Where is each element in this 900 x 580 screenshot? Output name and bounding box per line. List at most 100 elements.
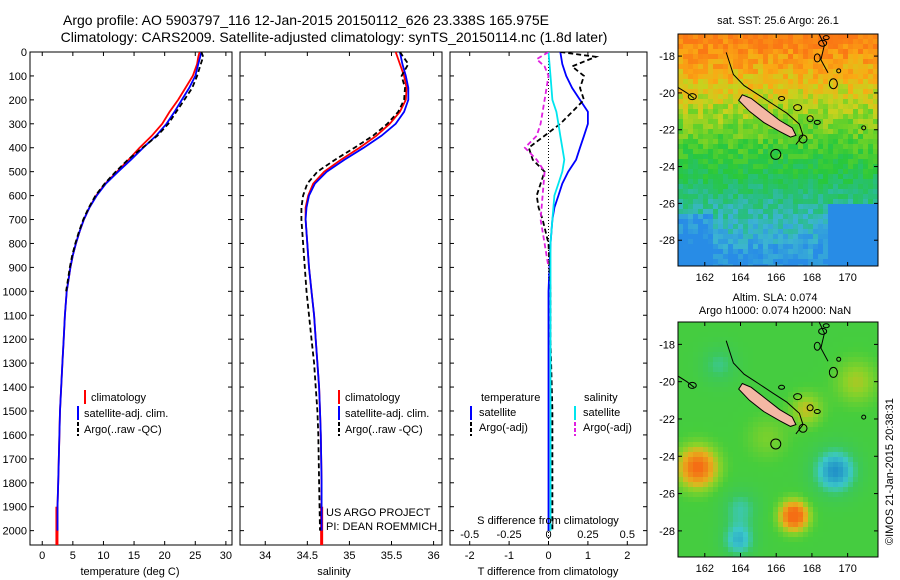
map-cell [828, 214, 834, 220]
map-cell [683, 497, 689, 503]
map-cell [873, 477, 878, 483]
map-cell [848, 119, 854, 125]
map-cell [823, 372, 829, 378]
map-cell [733, 327, 739, 333]
map-cell [728, 219, 734, 225]
map-cell [723, 179, 729, 185]
map-cell [793, 367, 799, 373]
map-cell [763, 367, 769, 373]
map-cell [798, 462, 804, 468]
map-cell [713, 169, 719, 175]
map-cell [798, 209, 804, 215]
map-cell [818, 64, 824, 70]
map-cell [733, 124, 739, 130]
map-cell [738, 367, 744, 373]
map-cell [703, 184, 709, 190]
map-cell [848, 347, 854, 353]
map-cell [858, 422, 864, 428]
map-cell [828, 89, 834, 95]
map-cell [698, 169, 704, 175]
map-cell [698, 527, 704, 533]
map-cell [823, 239, 829, 245]
map-cell [803, 264, 809, 266]
map-cell [738, 542, 744, 548]
map-cell [768, 259, 774, 265]
map-cell [738, 219, 744, 225]
map-cell [783, 482, 789, 488]
map-cell [708, 144, 714, 150]
map-cell [808, 322, 814, 328]
map-cell [758, 412, 764, 418]
legend-label-climatology: climatology [91, 392, 147, 404]
map-cell [683, 244, 689, 250]
map-cell [678, 119, 684, 125]
map-cell [698, 244, 704, 250]
map-cell [778, 532, 784, 538]
map-cell [748, 462, 754, 468]
map-cell [848, 179, 854, 185]
map-cell [713, 327, 719, 333]
map-cell [833, 422, 839, 428]
map-cell [703, 537, 709, 543]
map-cell [708, 69, 714, 75]
map-cell [718, 194, 724, 200]
map-cell [833, 219, 839, 225]
map-cell [783, 74, 789, 80]
series-group [300, 52, 410, 541]
map-cell [823, 522, 829, 528]
map-cell [723, 214, 729, 220]
map-cell [738, 54, 744, 60]
map-cell [703, 467, 709, 473]
map-cell [783, 372, 789, 378]
map-cell [763, 442, 769, 448]
map-cell [763, 49, 769, 55]
map-cell [838, 362, 844, 368]
map-cell [868, 149, 874, 155]
map-cell [813, 517, 819, 523]
map-cell [843, 512, 849, 518]
map-cell [698, 184, 704, 190]
map-cell [733, 442, 739, 448]
map-cell [718, 134, 724, 140]
map-cell [778, 522, 784, 528]
map-cell [738, 397, 744, 403]
map-cell [723, 194, 729, 200]
map-cell [863, 104, 869, 110]
map-cell [693, 337, 699, 343]
map-cell [748, 159, 754, 165]
map-cell [833, 357, 839, 363]
map-cell [858, 502, 864, 508]
map-cell [758, 174, 764, 180]
map-cell [693, 134, 699, 140]
map-cell [808, 407, 814, 413]
map-cell [763, 492, 769, 498]
map-cell [868, 154, 874, 160]
map-cell [843, 149, 849, 155]
map-cell [763, 422, 769, 428]
map-cell [693, 259, 699, 265]
map-cell [788, 234, 794, 240]
map-cell [813, 417, 819, 423]
map-cell [768, 34, 774, 40]
map-cell [783, 194, 789, 200]
map-cell [793, 542, 799, 548]
map-cell [778, 34, 784, 40]
map-cell [678, 522, 684, 528]
map-cell [683, 234, 689, 240]
legend-label-t-satellite: satellite [479, 407, 516, 419]
map-cell [708, 79, 714, 85]
map-cell [778, 259, 784, 265]
map-cell [733, 59, 739, 65]
map-cell [678, 437, 684, 443]
map-cell [678, 407, 684, 413]
map-cell [803, 149, 809, 155]
map-cell [778, 139, 784, 145]
map-cell [868, 109, 874, 115]
map-cell [788, 249, 794, 255]
map-cell [873, 244, 878, 250]
map-cell [838, 49, 844, 55]
map-cell [728, 169, 734, 175]
map-cell [763, 522, 769, 528]
map-cell [703, 332, 709, 338]
map-cell [693, 204, 699, 210]
